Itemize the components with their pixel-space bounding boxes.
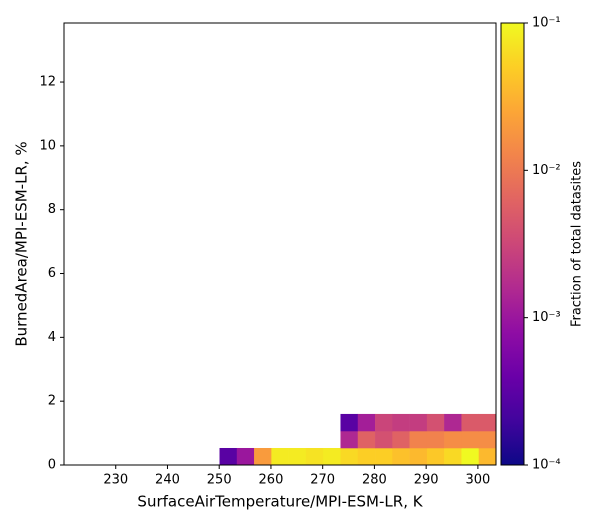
heatmap-cell: [271, 447, 289, 466]
x-tick-label: 260: [259, 473, 284, 488]
heatmap-cell: [357, 447, 376, 466]
x-tick-label: 290: [414, 473, 439, 488]
colorbar: [500, 22, 525, 466]
colorbar-tick-label: 10⁻³: [532, 310, 561, 325]
heatmap-cell: [478, 413, 497, 432]
y-tick-label: 12: [39, 75, 56, 90]
heatmap-cell: [461, 447, 480, 466]
heatmap-cell: [375, 447, 393, 466]
heatmap-cell: [444, 413, 462, 432]
heatmap-cell: [340, 430, 359, 449]
x-tick-label: 280: [362, 473, 387, 488]
heatmap-cell: [478, 430, 497, 449]
y-tick-label: 4: [48, 330, 56, 345]
heatmap-cell: [444, 447, 462, 466]
heatmap-cell: [340, 447, 359, 466]
heatmap-cell: [305, 447, 324, 466]
heatmap-cell: [340, 413, 359, 432]
colorbar-label: Fraction of total datasites: [570, 161, 585, 327]
heatmap-cell: [478, 447, 497, 466]
y-tick-label: 6: [48, 266, 56, 281]
colorbar-tick-label: 10⁻¹: [532, 16, 561, 31]
colorbar-tick-label: 10⁻²: [532, 163, 561, 178]
heatmap-cell: [219, 447, 238, 466]
x-tick-label: 230: [103, 473, 128, 488]
heatmap-cell: [357, 413, 376, 432]
y-axis-label: BurnedArea/MPI-ESM-LR, %: [13, 141, 31, 346]
y-tick-label: 2: [48, 394, 56, 409]
heatmap-cell: [288, 447, 307, 466]
heatmap-cell: [409, 413, 428, 432]
x-tick-label: 300: [465, 473, 490, 488]
x-tick-label: 250: [207, 473, 232, 488]
y-tick-label: 0: [48, 458, 56, 473]
heatmap-cell: [392, 447, 410, 466]
heatmap-cell: [461, 413, 480, 432]
heatmap-cell: [392, 413, 410, 432]
x-tick-label: 270: [310, 473, 335, 488]
heatmap-cell: [409, 430, 428, 449]
heatmap-cell: [426, 430, 445, 449]
heatmap-cell: [392, 430, 410, 449]
colorbar-tick-label: 10⁻⁴: [532, 458, 561, 473]
x-axis-label: SurfaceAirTemperature/MPI-ESM-LR, K: [137, 493, 423, 511]
heatmap-cell: [461, 430, 480, 449]
heatmap-cell: [375, 430, 393, 449]
y-tick-label: 8: [48, 202, 56, 217]
heatmap-cell: [426, 447, 445, 466]
heatmap-cell: [375, 413, 393, 432]
heatmap-cell: [426, 413, 445, 432]
plot-frame: [63, 22, 497, 466]
heatmap-cell: [357, 430, 376, 449]
y-tick-label: 10: [39, 138, 56, 153]
heatmap-cell: [236, 447, 255, 466]
x-tick-label: 240: [155, 473, 180, 488]
heatmap-cell: [409, 447, 428, 466]
heatmap-cell: [444, 430, 462, 449]
heatmap-cell: [254, 447, 272, 466]
heatmap-cell: [323, 447, 341, 466]
